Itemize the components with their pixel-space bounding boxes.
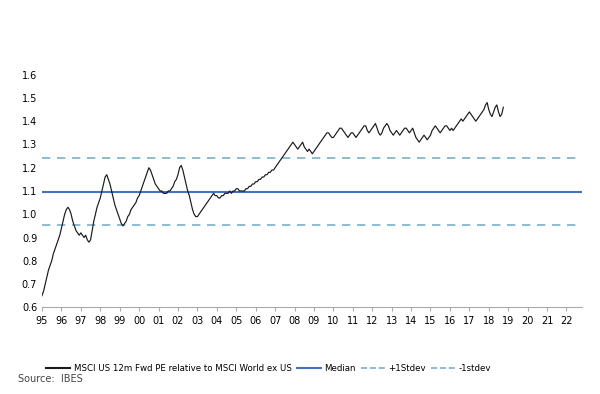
Text: Source:  IBES: Source: IBES: [18, 374, 83, 384]
Legend: MSCI US 12m Fwd PE relative to MSCI World ex US, Median, +1Stdev, -1stdev: MSCI US 12m Fwd PE relative to MSCI Worl…: [43, 361, 495, 376]
Text: MSCI US 12m Fwd. P/E relative: MSCI US 12m Fwd. P/E relative: [9, 19, 287, 34]
